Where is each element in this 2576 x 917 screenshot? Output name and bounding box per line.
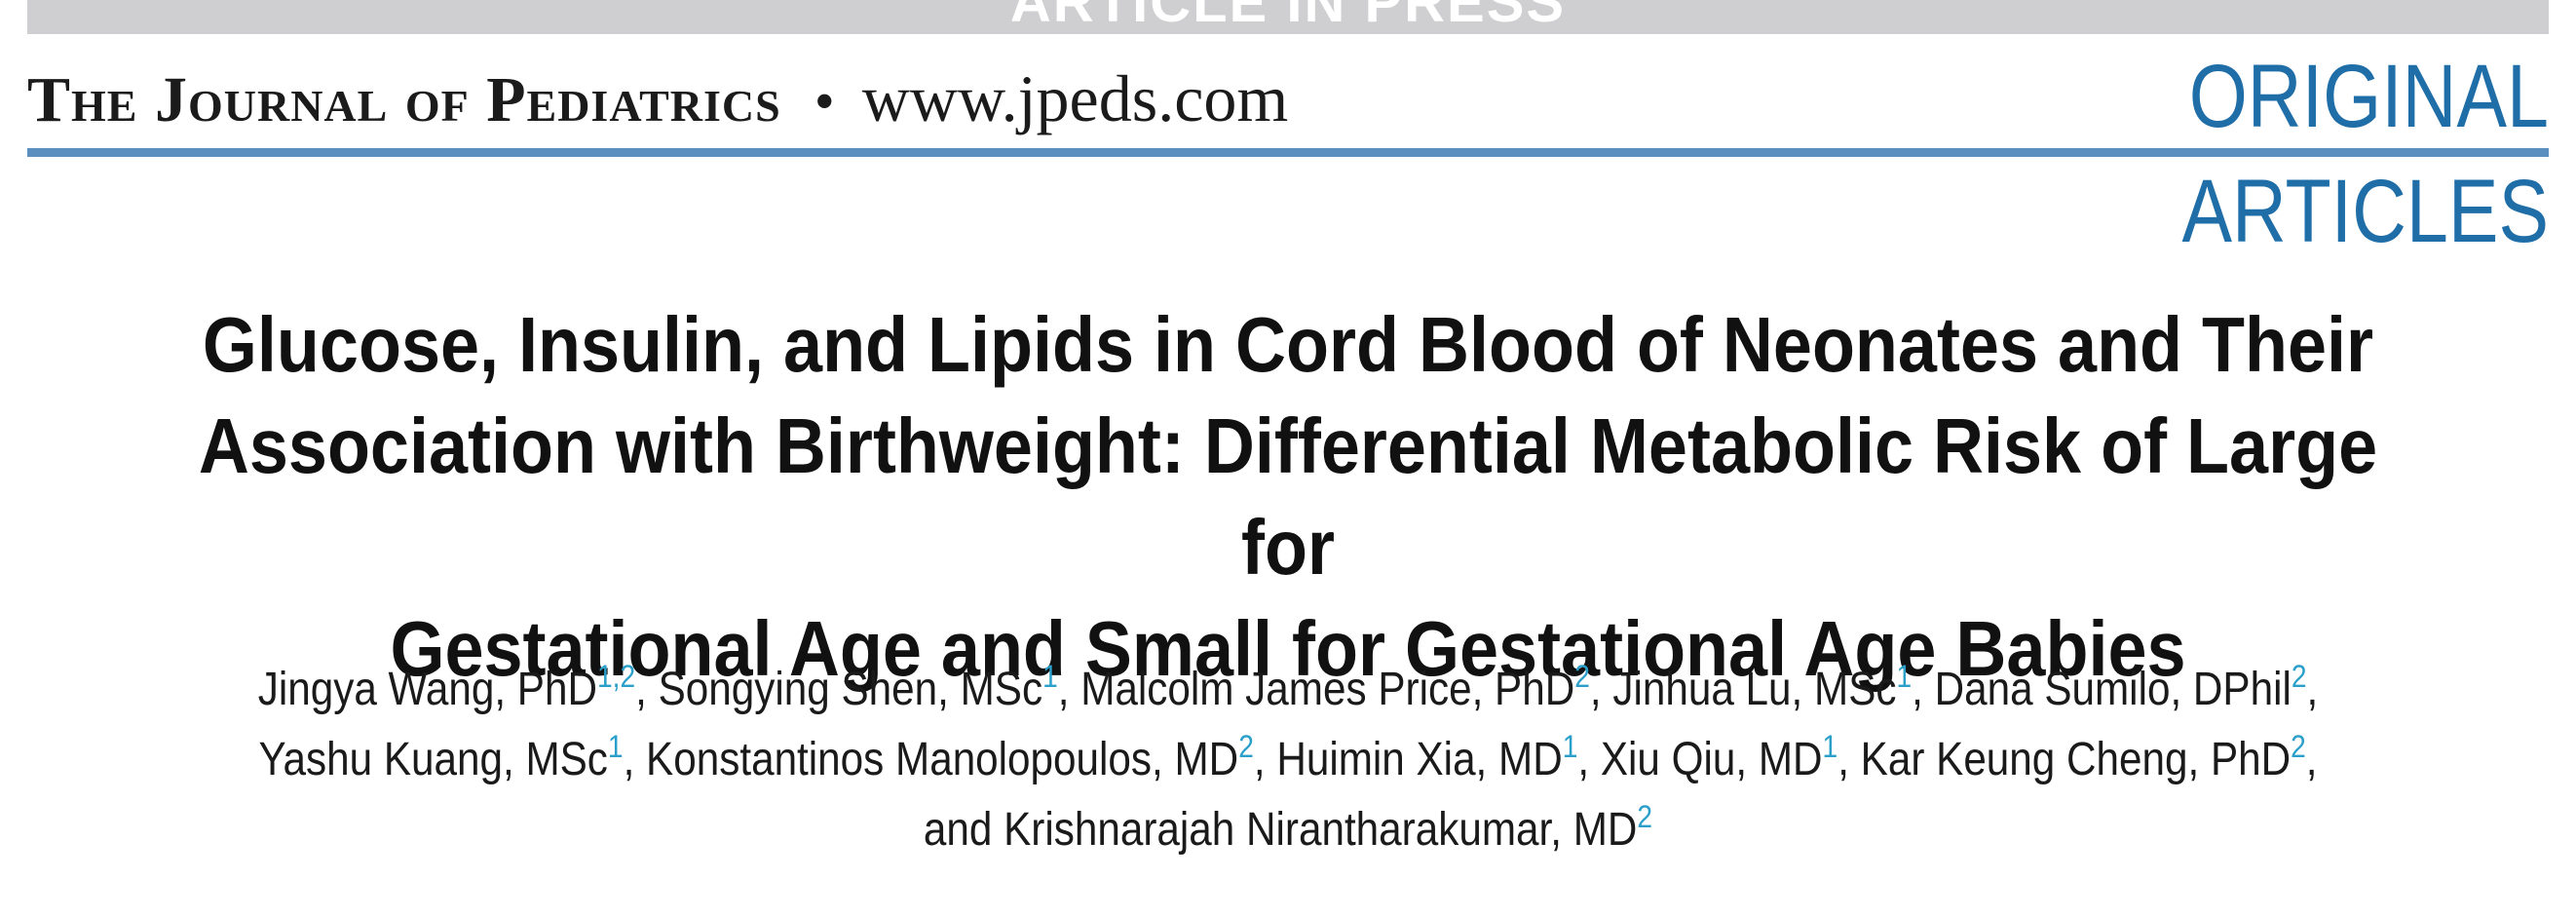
affiliation-mark[interactable]: 2 bbox=[1574, 659, 1590, 694]
article-title: Glucose, Insulin, and Lipids in Cord Blo… bbox=[181, 294, 2395, 700]
author-name: Dana Sumilo, DPhil bbox=[1934, 664, 2292, 715]
title-line: Gestational Age and Small for Gestationa… bbox=[390, 605, 2186, 692]
journal-separator: • bbox=[814, 69, 835, 134]
author-name: Jinhua Lu, MSc bbox=[1612, 664, 1897, 715]
author-name: Yashu Kuang, MSc bbox=[258, 734, 608, 785]
author-name: Malcolm James Price, PhD bbox=[1080, 664, 1575, 715]
journal-name: The Journal of Pediatrics bbox=[27, 64, 781, 135]
affiliation-mark[interactable]: 2 bbox=[1238, 729, 1254, 764]
header-rule bbox=[27, 148, 2549, 157]
author-separator: , bbox=[1589, 664, 1613, 715]
author-name: Songying Shen, MSc bbox=[658, 664, 1043, 715]
author-separator: , bbox=[1057, 664, 1081, 715]
author-list: Jingya Wang, PhD1,2, Songying Shen, MSc1… bbox=[206, 655, 2369, 865]
affiliation-mark[interactable]: 1 bbox=[607, 729, 624, 764]
affiliation-mark[interactable]: 1 bbox=[1896, 659, 1913, 694]
author-name: Kar Keung Cheng, PhD bbox=[1860, 734, 2292, 785]
author-line: Yashu Kuang, MSc1, Konstantinos Manolopo… bbox=[206, 725, 2369, 795]
author-separator: , bbox=[1253, 734, 1277, 785]
affiliation-mark[interactable]: 1 bbox=[1042, 659, 1058, 694]
author-name: Huimin Xia, MD bbox=[1276, 734, 1563, 785]
author: Huimin Xia, MD1, bbox=[1276, 731, 1601, 785]
affiliation-mark[interactable]: 2 bbox=[1637, 799, 1653, 834]
author-separator: , bbox=[635, 664, 659, 715]
author-name: Jingya Wang, PhD bbox=[257, 664, 597, 715]
affiliation-mark[interactable]: 1 bbox=[1562, 729, 1578, 764]
author: Jingya Wang, PhD1,2, bbox=[257, 661, 659, 715]
author: Dana Sumilo, DPhil2, bbox=[1934, 661, 2319, 715]
author-separator: , bbox=[2306, 664, 2319, 715]
author: Songying Shen, MSc1, bbox=[658, 661, 1081, 715]
title-line: Glucose, Insulin, and Lipids in Cord Blo… bbox=[202, 301, 2374, 388]
author: Jinhua Lu, MSc1, bbox=[1612, 661, 1935, 715]
article-in-press-label: ARTICLE IN PRESS bbox=[1009, 0, 1567, 34]
author-name: Konstantinos Manolopoulos, MD bbox=[646, 734, 1239, 785]
author-separator: , bbox=[623, 734, 647, 785]
journal-url[interactable]: www.jpeds.com bbox=[861, 61, 1289, 135]
section-label-line1: ORIGINAL bbox=[2188, 47, 2549, 146]
author-separator: , bbox=[2305, 734, 2318, 785]
section-label-line2: ARTICLES bbox=[2181, 162, 2549, 261]
author-line: and Krishnarajah Nirantharakumar, MD2 bbox=[206, 795, 2369, 865]
author-name: Xiu Qiu, MD bbox=[1600, 734, 1823, 785]
author-name: and Krishnarajah Nirantharakumar, MD bbox=[923, 804, 1638, 856]
affiliation-mark[interactable]: 1 bbox=[1822, 729, 1838, 764]
article-in-press-banner: ARTICLE IN PRESS bbox=[27, 0, 2549, 34]
author: Konstantinos Manolopoulos, MD2, bbox=[646, 731, 1277, 785]
author: and Krishnarajah Nirantharakumar, MD2 bbox=[923, 801, 1652, 856]
author: Yashu Kuang, MSc1, bbox=[258, 731, 647, 785]
author-separator: , bbox=[1837, 734, 1861, 785]
author: Kar Keung Cheng, PhD2, bbox=[1860, 731, 2318, 785]
author-line: Jingya Wang, PhD1,2, Songying Shen, MSc1… bbox=[206, 655, 2369, 725]
journal-header: The Journal of Pediatrics • www.jpeds.com bbox=[27, 55, 1288, 142]
author: Xiu Qiu, MD1, bbox=[1600, 731, 1861, 785]
author-separator: , bbox=[1577, 734, 1601, 785]
section-label: ORIGINAL ARTICLES bbox=[2123, 39, 2549, 269]
affiliation-mark[interactable]: 2 bbox=[2291, 729, 2306, 764]
title-line: Association with Birthweight: Differenti… bbox=[198, 402, 2378, 591]
author-separator: , bbox=[1912, 664, 1935, 715]
affiliation-mark[interactable]: 2 bbox=[2291, 659, 2307, 694]
author: Malcolm James Price, PhD2, bbox=[1080, 661, 1613, 715]
affiliation-mark[interactable]: 1,2 bbox=[596, 659, 636, 694]
